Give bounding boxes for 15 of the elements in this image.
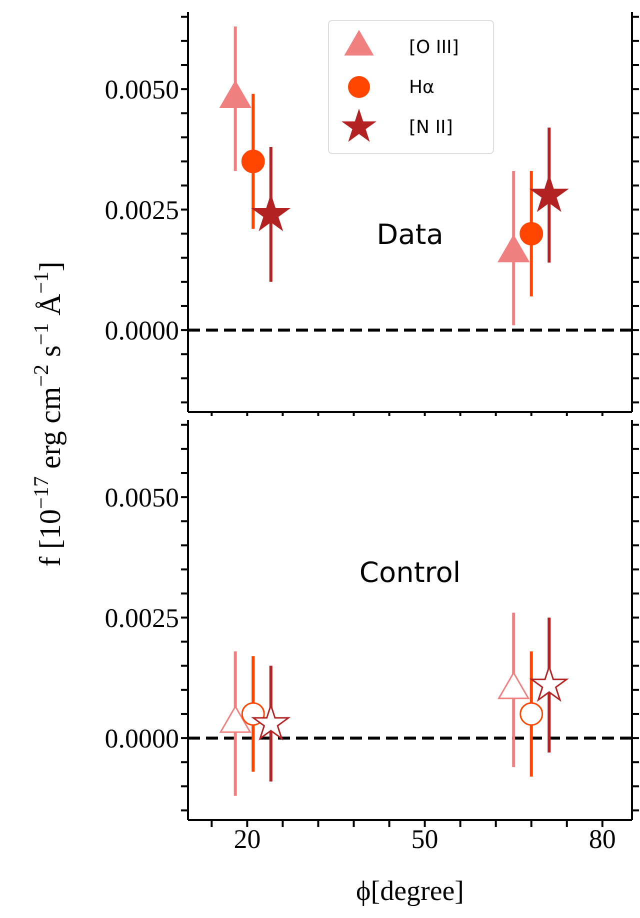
y-tick-label: 0.0000: [104, 316, 179, 346]
annotation: Control: [358, 556, 462, 589]
legend-label: Hα: [409, 76, 434, 98]
x-tick-label: 80: [588, 824, 616, 854]
y-tick-label: 0.0025: [104, 195, 179, 226]
y-tick-label: 0.0050: [104, 74, 179, 105]
legend-label: [O III]: [409, 36, 459, 58]
y-tick-label: 0.0025: [104, 603, 179, 634]
y-tick-label: 0.0000: [104, 724, 179, 754]
y-tick-label: 0.0050: [104, 482, 179, 513]
x-tick-label: 50: [411, 824, 438, 854]
x-axis-title: ϕ[degree]: [356, 876, 464, 907]
annotation: Data: [376, 218, 444, 251]
legend-label: [N II]: [409, 116, 453, 138]
x-tick-label: 20: [234, 824, 261, 854]
